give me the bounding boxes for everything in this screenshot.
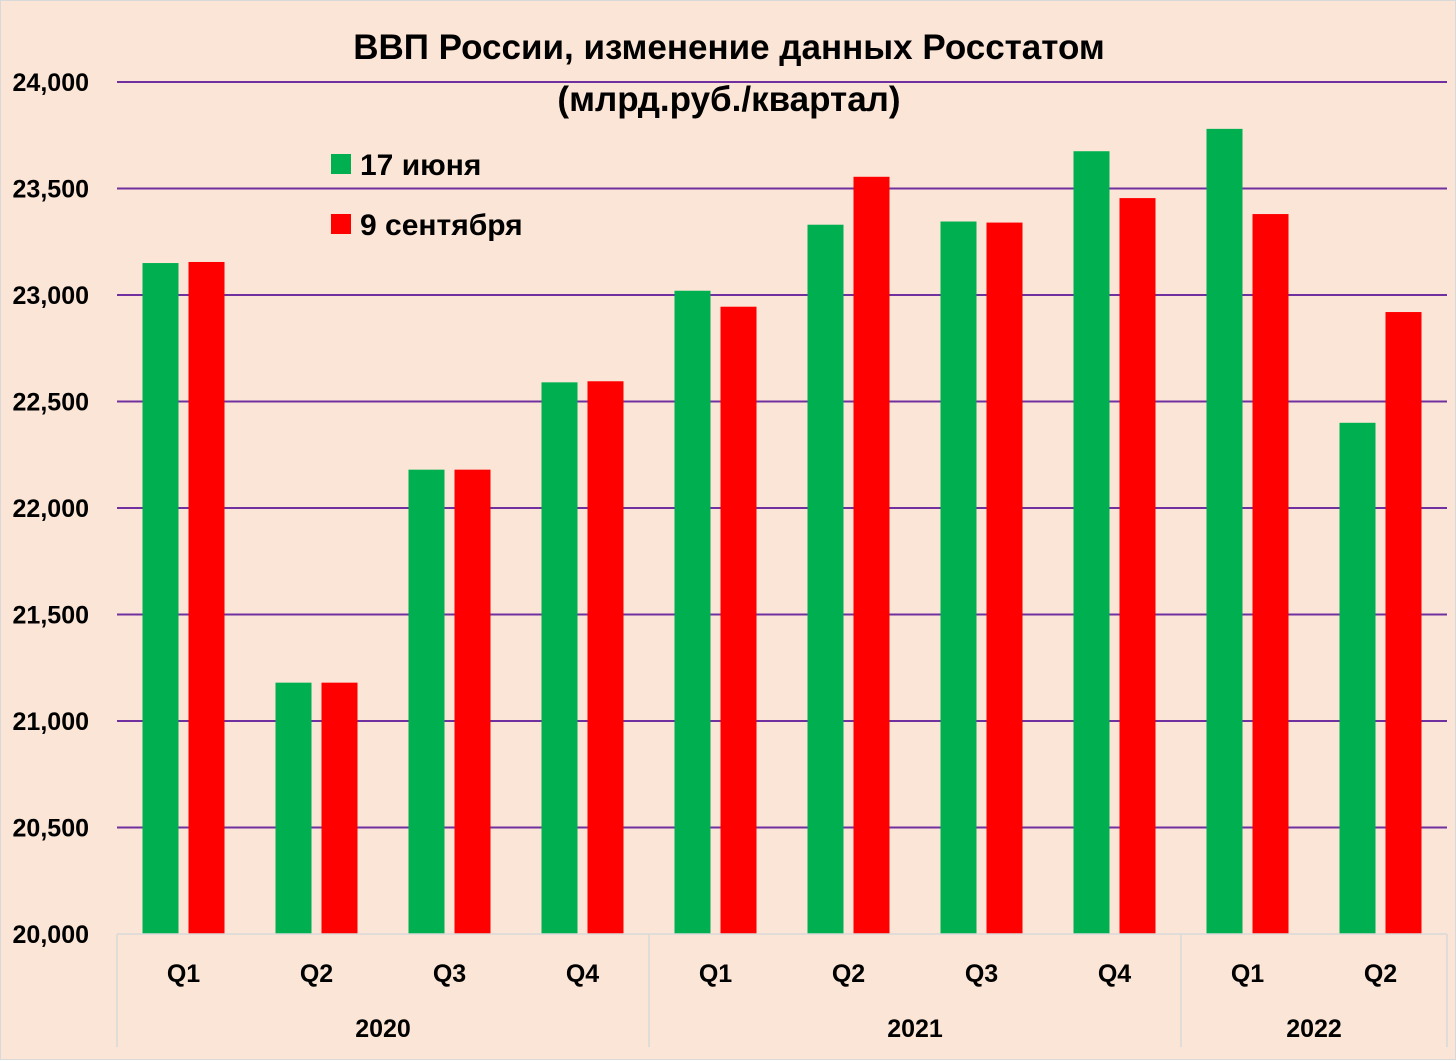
bar-green bbox=[674, 290, 711, 934]
y-tick-label: 24,000 bbox=[13, 69, 89, 97]
chart-title: ВВП России, изменение данных Росстатом bbox=[353, 28, 1105, 67]
x-axis: Q1 Q2 Q3 Q4 Q1 Q2 Q3 Q4 Q1 Q2 2020 2021 2022 bbox=[116, 933, 1448, 1047]
bar-red bbox=[587, 381, 624, 934]
category-label: Q4 bbox=[566, 960, 599, 988]
category-label: Q3 bbox=[965, 960, 998, 988]
chart-subtitle: (млрд.руб./квартал) bbox=[557, 80, 900, 119]
bar-green bbox=[1339, 422, 1376, 934]
legend-label: 17 июня bbox=[360, 149, 481, 182]
y-tick-label: 21,000 bbox=[13, 708, 89, 736]
bar-red bbox=[853, 176, 890, 934]
y-tick-label: 22,000 bbox=[13, 495, 89, 523]
y-axis-tick-labels: 20,000 20,500 21,000 21,500 22,000 22,500 23,0… bbox=[13, 69, 89, 949]
bar-red bbox=[720, 306, 757, 935]
bar-red bbox=[321, 682, 358, 934]
y-tick-label: 20,500 bbox=[13, 815, 89, 843]
category-label: Q4 bbox=[1098, 960, 1131, 988]
bars bbox=[142, 128, 1422, 935]
category-label: Q2 bbox=[832, 960, 865, 988]
bar-red bbox=[1385, 312, 1422, 934]
bar-green bbox=[940, 221, 977, 934]
year-group-label: 2020 bbox=[355, 1015, 411, 1043]
y-tick-label: 23,000 bbox=[13, 282, 89, 310]
y-tick-label: 21,500 bbox=[13, 602, 89, 630]
bar-green bbox=[1073, 151, 1110, 935]
legend-label: 9 сентября bbox=[360, 209, 523, 242]
bar-red bbox=[454, 469, 491, 934]
gridlines bbox=[117, 81, 1447, 829]
year-group-label: 2021 bbox=[887, 1015, 943, 1043]
bar-red bbox=[1252, 214, 1289, 934]
bar-green bbox=[1206, 128, 1243, 935]
bar-red bbox=[188, 261, 225, 934]
category-label: Q1 bbox=[1231, 960, 1264, 988]
category-label: Q1 bbox=[699, 960, 732, 988]
bar-green bbox=[275, 682, 312, 934]
y-tick-label: 20,000 bbox=[13, 921, 89, 949]
category-label: Q3 bbox=[433, 960, 466, 988]
year-group-label: 2022 bbox=[1286, 1015, 1342, 1043]
bar-red bbox=[986, 222, 1023, 934]
category-label: Q1 bbox=[167, 960, 200, 988]
category-label: Q2 bbox=[300, 960, 333, 988]
legend-swatch bbox=[331, 154, 351, 174]
bar-green bbox=[807, 224, 844, 934]
bar-green bbox=[408, 469, 445, 934]
y-tick-label: 23,500 bbox=[13, 176, 89, 204]
y-tick-label: 22,500 bbox=[13, 389, 89, 417]
bar-green bbox=[541, 382, 578, 935]
legend-swatch bbox=[331, 214, 351, 234]
bar-green bbox=[142, 263, 179, 934]
bar-red bbox=[1119, 198, 1156, 934]
category-label: Q2 bbox=[1364, 960, 1397, 988]
legend: 17 июня 9 сентября bbox=[331, 149, 523, 242]
